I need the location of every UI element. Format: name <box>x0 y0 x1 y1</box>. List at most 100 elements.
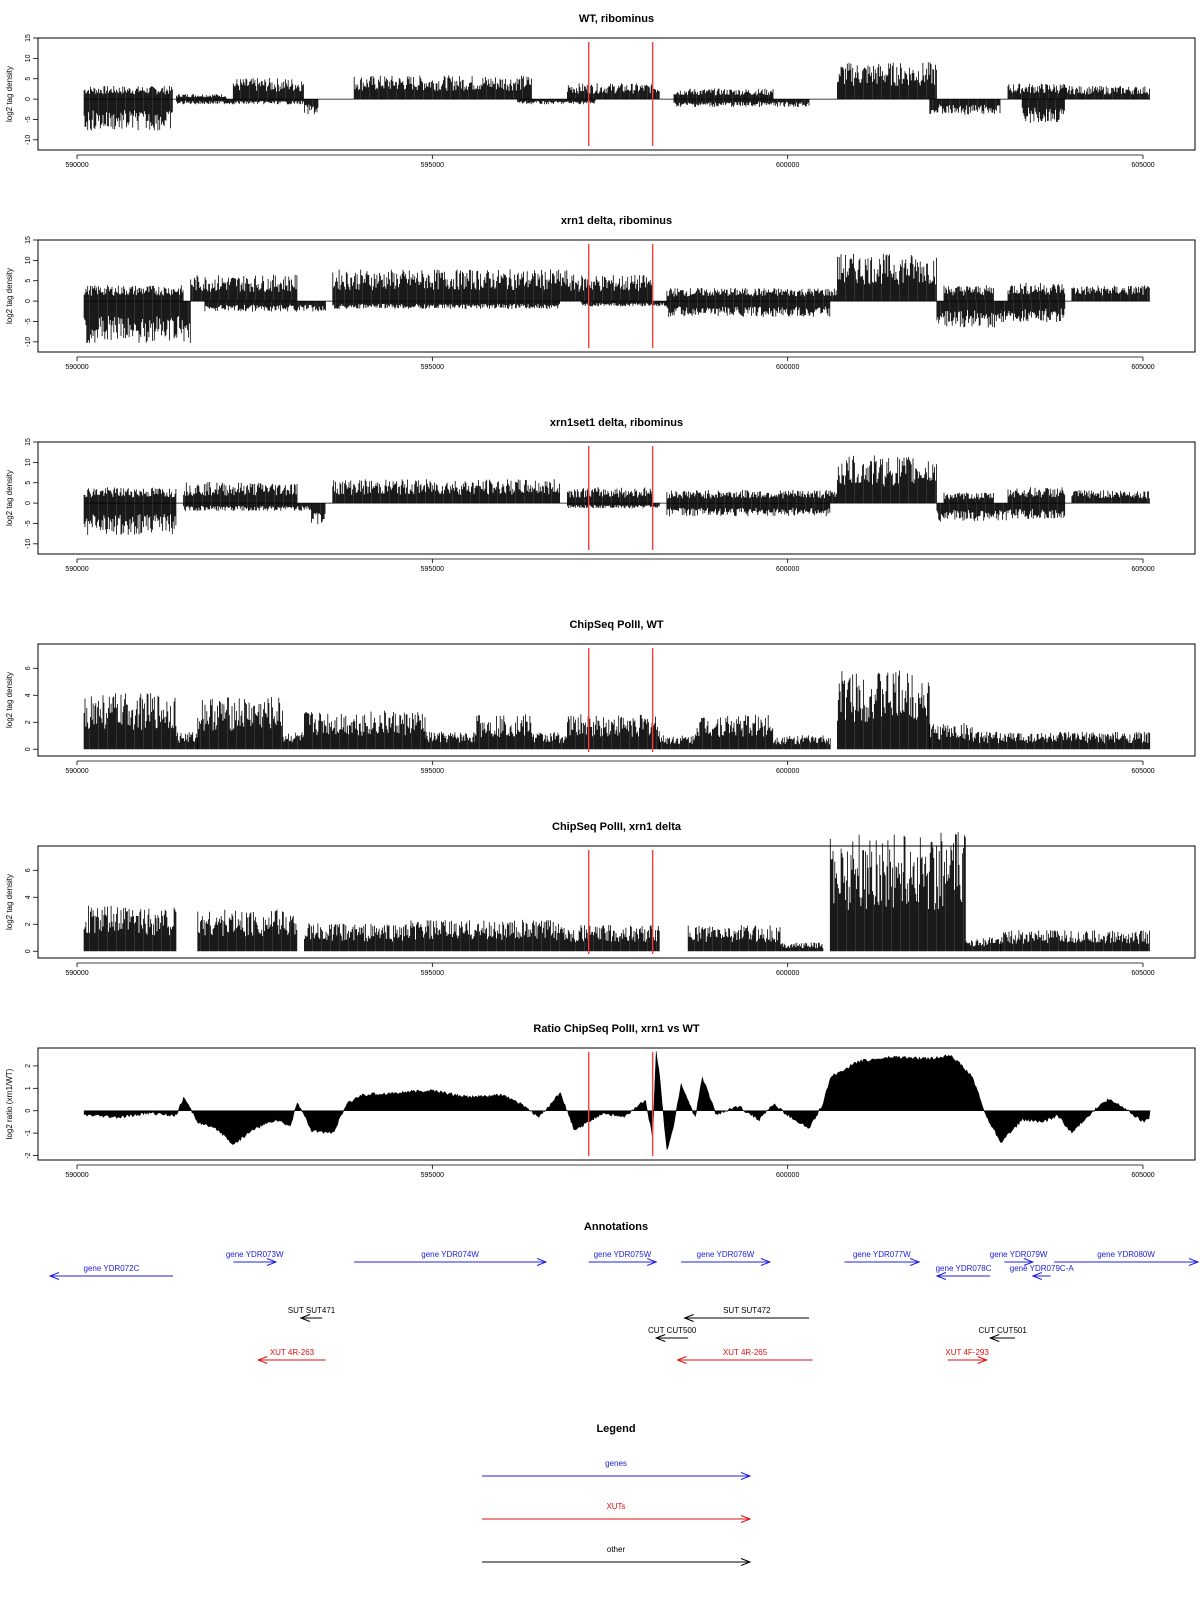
x-tick-label: 600000 <box>776 1172 799 1179</box>
annotation-label: CUT CUT500 <box>648 1326 697 1335</box>
forward-signal-block <box>190 274 298 302</box>
forward-signal-block <box>972 731 1151 750</box>
panel-title: ChipSeq PolII, xrn1 delta <box>552 821 682 833</box>
forward-signal-block <box>837 253 937 302</box>
forward-signal-block <box>1007 487 1066 504</box>
y-tick-label: -5 <box>25 116 32 122</box>
reverse-signal-block <box>204 301 326 312</box>
panel-5: ChipSeq PolII, xrn1 delta 0 2 4 6 log2 tag de… <box>5 821 1196 977</box>
x-tick-label: 590000 <box>65 970 88 977</box>
forward-signal-block <box>567 83 660 100</box>
y-tick-label: 0 <box>25 501 32 505</box>
ratio-area <box>83 1051 1151 1151</box>
x-tick-label: 595000 <box>421 162 444 169</box>
annotation-label: XUT 4F-293 <box>945 1348 989 1357</box>
y-tick-label: -1 <box>25 1130 32 1136</box>
arrow-head <box>1031 1272 1043 1280</box>
y-tick-label: 6 <box>25 666 32 670</box>
reverse-signal-block <box>673 99 810 107</box>
forward-signal-block <box>837 670 930 750</box>
forward-signal-block <box>694 714 774 750</box>
forward-signal-block <box>659 735 696 750</box>
forward-signal-block <box>332 269 568 302</box>
forward-signal-block <box>176 94 227 100</box>
y-tick-label: 10 <box>25 54 32 62</box>
panel-title: xrn1 delta, ribominus <box>561 215 672 227</box>
reverse-signal-block <box>517 99 596 105</box>
reverse-signal-block <box>183 503 312 511</box>
forward-signal-block <box>964 937 1001 952</box>
forward-signal-block <box>666 489 838 504</box>
forward-signal-block <box>1071 285 1150 302</box>
arrow-head <box>1023 1258 1035 1266</box>
x-tick-label: 595000 <box>421 768 444 775</box>
forward-signal-block <box>943 492 994 504</box>
reverse-signal-block <box>311 503 326 525</box>
forward-signal-block <box>353 75 532 100</box>
forward-signal-block <box>474 714 533 750</box>
plot-frame <box>37 37 1196 151</box>
annotation-label: gene YDR075W <box>594 1250 652 1259</box>
y-tick-label: 0 <box>25 97 32 101</box>
forward-signal-block <box>567 487 653 504</box>
annotation-label: gene YDR077W <box>853 1250 911 1259</box>
y-tick-label: -10 <box>25 135 32 145</box>
y-axis-label: log2 tag density <box>5 874 14 930</box>
forward-signal-block <box>197 909 298 952</box>
arrow-head <box>1188 1258 1200 1266</box>
annotation-label: XUT 4R-265 <box>723 1348 768 1357</box>
reverse-signal-block <box>581 301 667 307</box>
forward-signal-block <box>929 723 973 750</box>
x-tick-label: 590000 <box>65 162 88 169</box>
reverse-signal-block <box>332 301 560 309</box>
y-tick-label: -5 <box>25 520 32 526</box>
annotation-label: XUT 4R-263 <box>270 1348 315 1357</box>
forward-signal-block <box>332 479 560 504</box>
y-tick-label: 1 <box>25 1086 32 1090</box>
y-axis-label: log2 tag density <box>5 66 14 122</box>
panel-3: xrn1set1 delta, ribominus -10 -5 0 5 10 15 log2… <box>5 417 1196 573</box>
forward-signal-block <box>531 732 568 750</box>
y-tick-label: 15 <box>25 34 32 42</box>
x-tick-label: 590000 <box>65 364 88 371</box>
plot-frame <box>37 845 1196 959</box>
forward-signal-block <box>773 735 831 750</box>
annotations-title: Annotations <box>584 1221 648 1233</box>
forward-signal-block <box>304 923 411 952</box>
y-tick-label: 0 <box>25 299 32 303</box>
reverse-signal-block <box>936 301 1002 328</box>
forward-signal-block <box>829 832 966 952</box>
x-tick-label: 600000 <box>776 566 799 573</box>
y-tick-label: 4 <box>25 895 32 899</box>
forward-signal-block <box>666 288 838 302</box>
forward-signal-block <box>943 285 994 302</box>
y-tick-label: 2 <box>25 720 32 724</box>
y-tick-label: 6 <box>25 868 32 872</box>
annotation-label: gene YDR076W <box>697 1250 755 1259</box>
y-tick-label: 10 <box>25 256 32 264</box>
y-tick-label: 10 <box>25 458 32 466</box>
forward-signal-block <box>83 905 177 952</box>
legend: Legend genes XUTs other <box>482 1423 752 1566</box>
y-tick-label: 0 <box>25 949 32 953</box>
panel-6: Ratio ChipSeq PolII, xrn1 vs WT -2 -1 0 1 2 lo… <box>5 1023 1196 1179</box>
legend-title: Legend <box>596 1423 635 1435</box>
forward-signal-block <box>304 710 426 750</box>
arrow-head <box>676 1356 687 1364</box>
reverse-signal-block <box>929 99 1001 115</box>
reverse-signal-block <box>666 503 831 517</box>
forward-signal-block <box>837 62 937 100</box>
reverse-signal-block <box>1021 99 1065 123</box>
panel-4: ChipSeq PolII, WT 0 2 4 6 log2 tag density 590… <box>5 619 1196 775</box>
forward-signal-block <box>837 455 937 504</box>
x-tick-label: 600000 <box>776 970 799 977</box>
reverse-signal-block <box>567 503 660 509</box>
x-tick-label: 600000 <box>776 364 799 371</box>
reverse-signal-block <box>1000 301 1066 323</box>
x-tick-label: 590000 <box>65 1172 88 1179</box>
annotation-label: CUT CUT501 <box>978 1326 1027 1335</box>
forward-signal-block <box>232 78 304 100</box>
y-tick-label: 5 <box>25 77 32 81</box>
arrow-head <box>647 1258 658 1266</box>
